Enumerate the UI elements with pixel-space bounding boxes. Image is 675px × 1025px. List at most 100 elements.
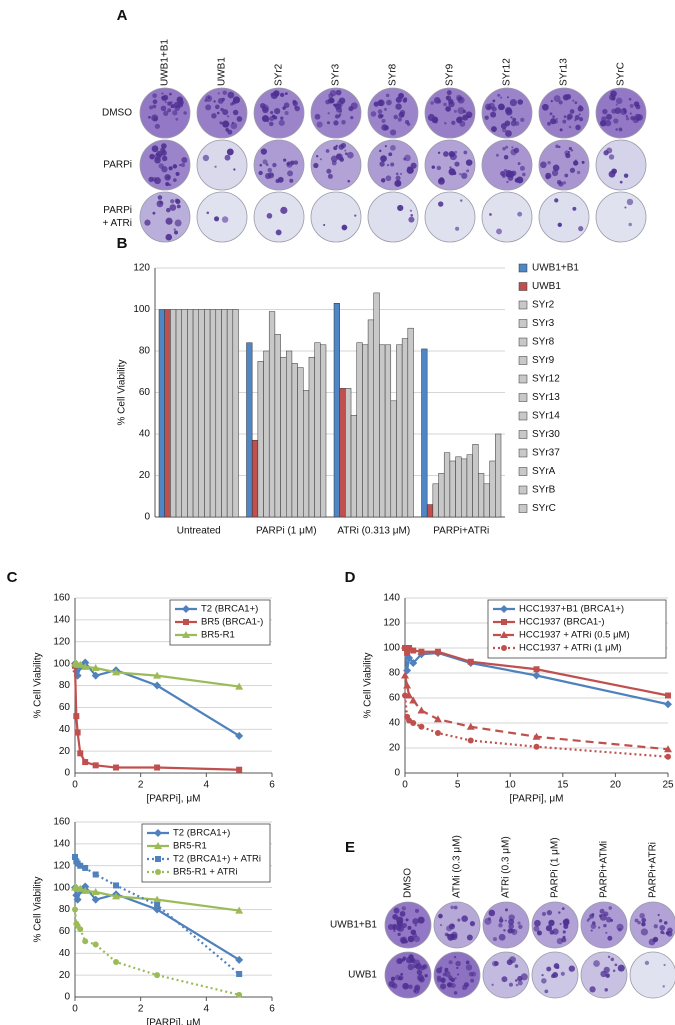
bar xyxy=(455,456,462,518)
y-tick-label: 80 xyxy=(139,346,151,357)
colony xyxy=(395,175,401,181)
colony xyxy=(161,155,168,162)
colony xyxy=(628,97,632,101)
colony xyxy=(169,101,173,105)
bar xyxy=(426,504,434,518)
colony xyxy=(344,149,347,152)
colony xyxy=(385,175,392,182)
colony xyxy=(514,964,519,968)
colony xyxy=(173,228,176,231)
colony xyxy=(386,99,392,106)
bar xyxy=(232,309,239,518)
colony xyxy=(172,164,178,169)
marker xyxy=(82,938,89,945)
bar xyxy=(221,309,228,518)
colony xyxy=(347,151,354,159)
panel-label: E xyxy=(345,839,355,856)
marker xyxy=(410,647,417,654)
marker xyxy=(236,991,243,998)
colony xyxy=(393,114,398,120)
bar xyxy=(164,309,171,518)
marker xyxy=(91,888,100,895)
colony xyxy=(399,910,406,917)
colony xyxy=(180,162,186,168)
colony xyxy=(557,222,563,227)
bar xyxy=(263,350,270,518)
colony xyxy=(390,162,395,167)
bar xyxy=(421,348,428,518)
colony xyxy=(450,982,456,989)
colony xyxy=(413,959,421,967)
colony xyxy=(289,178,294,183)
marker xyxy=(73,895,82,904)
colony xyxy=(232,109,239,116)
legend-label: HCC1937+B1 (BRCA1+) xyxy=(519,604,624,615)
legend-box xyxy=(487,599,667,659)
colony xyxy=(175,199,181,205)
colony xyxy=(290,160,295,165)
colony xyxy=(292,99,297,104)
colony xyxy=(518,924,523,930)
legend-label: SYr3 xyxy=(532,318,555,329)
colony xyxy=(502,127,507,133)
colony xyxy=(414,990,417,993)
colony xyxy=(333,120,339,126)
y-tick-label: 100 xyxy=(383,643,400,654)
column-label: SYr9 xyxy=(445,63,456,86)
marker xyxy=(501,619,507,625)
colony xyxy=(551,169,559,177)
plate xyxy=(196,139,248,191)
colony xyxy=(606,147,613,154)
colony xyxy=(205,104,212,111)
bar xyxy=(192,309,199,518)
colony xyxy=(404,97,408,101)
colony xyxy=(152,99,158,105)
colony xyxy=(505,130,512,137)
bar xyxy=(443,452,451,518)
marker xyxy=(434,648,441,655)
marker xyxy=(77,862,84,869)
colony xyxy=(270,111,274,115)
colony xyxy=(510,116,513,119)
y-tick-label: 80 xyxy=(59,904,71,915)
marker xyxy=(418,648,425,655)
bar xyxy=(181,309,188,518)
bar xyxy=(345,388,352,518)
colony xyxy=(404,154,411,162)
marker xyxy=(82,864,89,871)
series-line xyxy=(73,665,240,771)
colony xyxy=(610,919,614,922)
marker xyxy=(182,631,190,638)
colony xyxy=(446,90,452,96)
colony xyxy=(227,91,235,99)
colony xyxy=(562,181,567,185)
bar xyxy=(478,473,485,518)
colony xyxy=(465,159,473,166)
y-tick-label: 120 xyxy=(53,860,70,871)
marker xyxy=(73,713,80,720)
colony xyxy=(456,973,460,976)
colony xyxy=(502,147,506,151)
colony xyxy=(629,103,634,108)
bar xyxy=(251,439,259,518)
colony xyxy=(151,145,159,153)
colony xyxy=(393,929,396,932)
colony xyxy=(578,226,584,232)
legend-label: SYr12 xyxy=(532,374,560,385)
colony xyxy=(574,115,580,120)
colony xyxy=(544,989,549,994)
colony xyxy=(608,154,615,160)
colony xyxy=(593,960,600,967)
colony xyxy=(550,118,557,125)
colony xyxy=(517,211,523,217)
column-label: PARPi+ATMi xyxy=(599,841,610,898)
colony xyxy=(390,144,396,151)
colony xyxy=(268,121,274,127)
colony xyxy=(604,119,612,127)
marker xyxy=(77,926,84,933)
colony xyxy=(448,923,456,930)
colony xyxy=(270,92,274,96)
colony xyxy=(617,964,625,972)
marker xyxy=(434,730,441,736)
